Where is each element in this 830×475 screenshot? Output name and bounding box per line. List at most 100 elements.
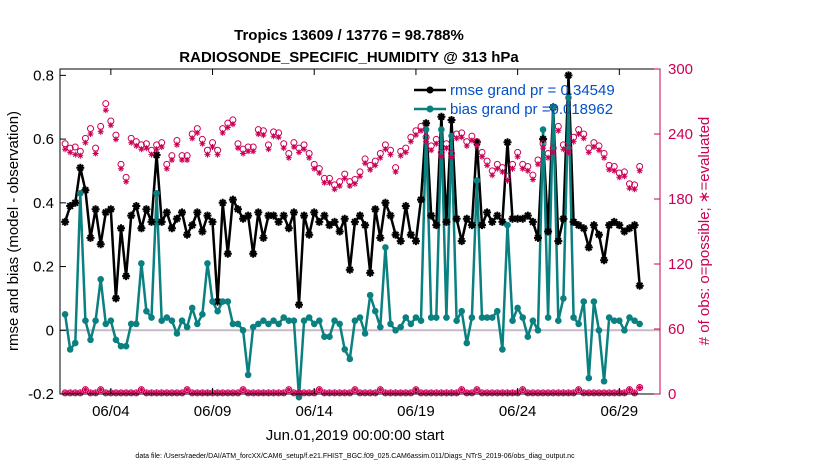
rmse-marker bbox=[91, 205, 100, 214]
rmse-marker bbox=[559, 214, 568, 223]
y-tick-label: 0.6 bbox=[33, 131, 54, 148]
obs-evaluated-marker bbox=[596, 147, 602, 154]
obs-evaluated-marker bbox=[540, 145, 547, 152]
obs-evaluated-marker bbox=[377, 154, 384, 161]
rmse-marker bbox=[462, 214, 471, 223]
bias-marker bbox=[193, 320, 201, 328]
rmse-marker bbox=[320, 211, 329, 220]
obs-evaluated-marker bbox=[285, 154, 292, 161]
obs-bottom-evaluated-marker bbox=[458, 386, 465, 393]
obs-bottom-evaluated-marker bbox=[102, 389, 109, 396]
obs-bottom-evaluated-marker bbox=[229, 389, 236, 396]
obs-bottom-evaluated-marker bbox=[611, 389, 618, 396]
x-tick-label: 06/04 bbox=[92, 403, 130, 420]
bias-marker bbox=[275, 320, 282, 328]
rmse-marker bbox=[625, 224, 634, 233]
rmse-marker bbox=[193, 208, 202, 217]
obs-bottom-evaluated-marker bbox=[402, 389, 409, 396]
bias-marker bbox=[209, 298, 216, 305]
obs-bottom-evaluated-marker bbox=[357, 389, 363, 396]
bias-marker bbox=[168, 317, 176, 325]
obs-evaluated-marker bbox=[158, 144, 165, 150]
obs-bottom-evaluated-marker bbox=[62, 389, 69, 396]
obs-evaluated-marker bbox=[372, 162, 379, 169]
obs-evaluated-marker bbox=[407, 138, 414, 145]
rmse-marker bbox=[167, 224, 176, 233]
rmse-marker bbox=[284, 224, 293, 233]
bias-marker bbox=[529, 317, 537, 325]
rmse-marker bbox=[244, 211, 253, 220]
obs-bottom-evaluated-marker bbox=[128, 389, 135, 396]
rmse-marker bbox=[600, 256, 609, 265]
obs-evaluated-marker bbox=[133, 142, 140, 149]
rmse-marker bbox=[101, 208, 110, 217]
bias-marker bbox=[255, 320, 262, 328]
y-tick-label-right: 120 bbox=[668, 256, 693, 273]
obs-evaluated-marker bbox=[214, 151, 221, 158]
bias-marker bbox=[432, 314, 440, 321]
bias-marker bbox=[321, 333, 328, 340]
obs-bottom-evaluated-marker bbox=[290, 389, 297, 396]
rmse-marker bbox=[274, 217, 283, 226]
x-axis-label: Jun.01,2019 00:00:00 start bbox=[266, 427, 445, 444]
obs-bottom-evaluated-marker bbox=[331, 389, 338, 396]
obs-bottom-evaluated-marker bbox=[529, 389, 536, 396]
obs-evaluated-marker bbox=[418, 127, 424, 134]
obs-bottom-evaluated-marker bbox=[499, 389, 506, 396]
obs-evaluated-marker bbox=[280, 145, 287, 152]
bias-marker bbox=[504, 221, 511, 229]
bias-marker bbox=[234, 320, 242, 328]
obs-evaluated-marker bbox=[107, 122, 114, 129]
obs-evaluated-marker bbox=[270, 133, 277, 140]
obs-evaluated-marker bbox=[97, 128, 104, 135]
obs-evaluated-marker bbox=[357, 173, 363, 180]
bias-marker bbox=[122, 342, 130, 350]
obs-bottom-evaluated-marker bbox=[540, 389, 547, 396]
obs-bottom-evaluated-marker bbox=[565, 389, 572, 396]
rmse-marker bbox=[401, 202, 410, 210]
obs-evaluated-marker bbox=[336, 183, 343, 189]
rmse-marker bbox=[417, 195, 425, 204]
chart-title: Tropics 13609 / 13776 = 98.788% bbox=[234, 27, 464, 44]
bias-marker bbox=[173, 330, 181, 337]
bias-marker bbox=[453, 317, 460, 325]
x-tick-label: 06/19 bbox=[397, 403, 435, 420]
obs-evaluated-marker bbox=[428, 147, 435, 154]
obs-evaluated-marker bbox=[550, 149, 557, 156]
bias-marker bbox=[519, 314, 527, 321]
obs-evaluated-marker bbox=[585, 149, 592, 156]
rmse-marker bbox=[554, 237, 563, 246]
obs-evaluated-marker bbox=[153, 146, 160, 153]
rmse-marker bbox=[335, 227, 344, 236]
rmse-marker bbox=[234, 205, 242, 214]
bias-marker bbox=[402, 314, 410, 321]
obs-bottom-evaluated-marker bbox=[433, 389, 440, 396]
obs-bottom-evaluated-marker bbox=[326, 389, 333, 396]
bias-marker bbox=[412, 314, 420, 321]
bias-marker bbox=[260, 317, 267, 325]
bias-marker bbox=[524, 333, 532, 340]
obs-bottom-evaluated-marker bbox=[224, 389, 231, 396]
bias-marker bbox=[392, 326, 399, 334]
bias-marker bbox=[346, 355, 354, 363]
obs-bottom-evaluated-marker bbox=[306, 389, 313, 396]
bias-marker bbox=[92, 317, 99, 325]
obs-evaluated-marker bbox=[351, 180, 358, 187]
bias-marker bbox=[214, 307, 221, 315]
bias-marker bbox=[132, 320, 140, 328]
obs-bottom-evaluated-marker bbox=[601, 389, 608, 396]
obs-bottom-evaluated-marker bbox=[250, 389, 257, 396]
obs-bottom-evaluated-marker bbox=[494, 389, 501, 396]
obs-evaluated-marker bbox=[484, 162, 491, 169]
obs-evaluated-marker bbox=[509, 165, 516, 172]
bias-marker bbox=[595, 326, 603, 334]
obs-bottom-evaluated-marker bbox=[367, 389, 374, 396]
rmse-marker bbox=[218, 198, 227, 207]
obs-evaluated-marker bbox=[240, 150, 247, 157]
rmse-marker bbox=[132, 202, 141, 210]
bias-marker bbox=[488, 314, 496, 321]
obs-bottom-evaluated-marker bbox=[392, 389, 399, 396]
obs-bottom-evaluated-marker bbox=[423, 389, 430, 396]
